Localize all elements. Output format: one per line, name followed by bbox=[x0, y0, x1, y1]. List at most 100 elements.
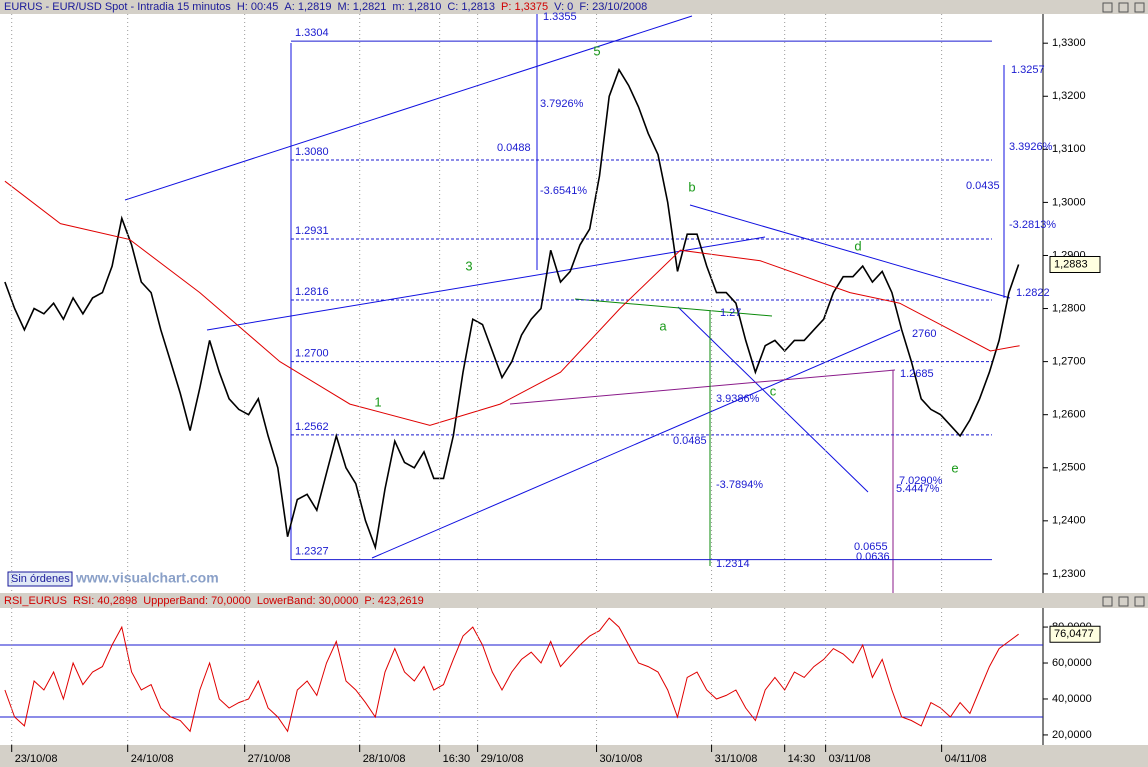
button[interactable] bbox=[1102, 596, 1113, 607]
price-axis-area bbox=[1043, 14, 1148, 593]
x-tick-label: 27/10/08 bbox=[248, 753, 291, 765]
header-item: RSI: 40,2898 bbox=[73, 595, 137, 607]
y-tick-label: 1,2400 bbox=[1052, 515, 1086, 527]
orders-label[interactable]: Sin órdenes bbox=[11, 573, 70, 585]
trend-line bbox=[124, 15, 693, 201]
fib-label: 1.2327 bbox=[295, 545, 329, 557]
header-item: F: 23/10/2008 bbox=[579, 1, 647, 13]
annotation: 0.0435 bbox=[966, 180, 1000, 192]
y-tick-label: 1,3100 bbox=[1052, 143, 1086, 155]
annotation: -3.6541% bbox=[540, 185, 587, 197]
annotation: 3.7926% bbox=[540, 98, 584, 110]
header-item: m: 1,2810 bbox=[392, 1, 441, 13]
wave-label: c bbox=[770, 383, 777, 398]
annotation: 1.2685 bbox=[900, 368, 934, 380]
y-tick-label: 1,2700 bbox=[1052, 356, 1086, 368]
button[interactable] bbox=[1102, 2, 1113, 13]
last-value-box bbox=[1049, 255, 1101, 273]
button[interactable] bbox=[1118, 596, 1129, 607]
button[interactable] bbox=[1118, 2, 1129, 13]
last-value-label: 76,0477 bbox=[1054, 628, 1094, 640]
y-tick-label: 40,0000 bbox=[1052, 693, 1092, 705]
x-tick-label: 03/11/08 bbox=[829, 753, 871, 765]
annotation: 1.2314 bbox=[716, 558, 750, 570]
header-item: V: 0 bbox=[554, 1, 573, 13]
trend-line bbox=[206, 236, 766, 331]
annotation: 1.27 bbox=[720, 307, 741, 319]
annotation: 2760 bbox=[912, 328, 936, 340]
trend-line bbox=[689, 204, 1011, 299]
last-value-box bbox=[1049, 625, 1101, 643]
y-tick-label: 60,0000 bbox=[1052, 657, 1092, 669]
fib-label: 1.3080 bbox=[295, 146, 329, 158]
header-item: H: 00:45 bbox=[237, 1, 279, 13]
fib-label: 1.3304 bbox=[295, 27, 329, 39]
wave-label: 1 bbox=[374, 394, 381, 409]
wave-label: 5 bbox=[593, 43, 600, 58]
wave-label: 3 bbox=[465, 258, 472, 273]
trend-line bbox=[371, 329, 901, 559]
trend-line bbox=[509, 369, 896, 405]
price-panel bbox=[0, 14, 1043, 593]
annotation: 1.3257 bbox=[1011, 64, 1045, 76]
site-label: www.visualchart.com bbox=[75, 570, 219, 586]
header-item: C: 1,2813 bbox=[447, 1, 495, 13]
y-tick-label: 1,3300 bbox=[1052, 37, 1086, 49]
annotation: -3.2813% bbox=[1009, 219, 1056, 231]
annotation: 1.3355 bbox=[543, 11, 577, 23]
fib-label: 1.2816 bbox=[295, 286, 329, 298]
annotation: 0.0655 bbox=[854, 541, 888, 553]
y-tick-label: 1,2800 bbox=[1052, 302, 1086, 314]
x-tick-label: 14:30 bbox=[788, 753, 816, 765]
annotation: 3.9386% bbox=[716, 393, 760, 405]
annotation: 0.0485 bbox=[673, 435, 707, 447]
header-item: A: 1,2819 bbox=[284, 1, 331, 13]
orders-box[interactable] bbox=[7, 571, 73, 587]
x-tick-label: 04/11/08 bbox=[945, 753, 987, 765]
x-tick-label: 28/10/08 bbox=[363, 753, 406, 765]
price-header: EURUS - EUR/USD Spot - Intradia 15 minut… bbox=[4, 1, 647, 13]
y-tick-label: 1,3000 bbox=[1052, 196, 1086, 208]
y-tick-label: 1,2300 bbox=[1052, 568, 1086, 580]
rsi-panel bbox=[0, 608, 1043, 745]
annotation: -3.7894% bbox=[716, 479, 763, 491]
fib-label: 1.2700 bbox=[295, 348, 329, 360]
window-buttons bbox=[1102, 2, 1145, 607]
rsi-header: RSI_EURUS RSI: 40,2898 UppperBand: 70,0000… bbox=[4, 595, 424, 607]
fib-label: 1.2562 bbox=[295, 421, 329, 433]
x-tick-label: 30/10/08 bbox=[600, 753, 643, 765]
wave-label: d bbox=[854, 238, 861, 253]
wave-label: a bbox=[659, 318, 667, 333]
x-tick-label: 23/10/08 bbox=[15, 753, 58, 765]
button[interactable] bbox=[1134, 2, 1145, 13]
header-item: P: 1,3375 bbox=[501, 1, 548, 13]
y-tick-label: 1,3200 bbox=[1052, 90, 1086, 102]
x-tick-label: 16:30 bbox=[443, 753, 471, 765]
header-item: UppperBand: 70,0000 bbox=[143, 595, 251, 607]
header-item: P: 423,2619 bbox=[364, 595, 423, 607]
rsi-line bbox=[4, 617, 1019, 733]
header-item: M: 1,2821 bbox=[338, 1, 387, 13]
annotation: 0.0636 bbox=[856, 551, 890, 563]
y-tick-label: 1,2500 bbox=[1052, 462, 1086, 474]
annotation: 7.0290% bbox=[899, 475, 943, 487]
header-item: RSI_EURUS bbox=[4, 595, 67, 607]
annotation: 3.3926% bbox=[1009, 141, 1053, 153]
header-item: LowerBand: 30,0000 bbox=[257, 595, 359, 607]
x-tick-label: 29/10/08 bbox=[481, 753, 524, 765]
fib-label: 1.2931 bbox=[295, 225, 329, 237]
trend-lines bbox=[124, 14, 1011, 593]
annotation: 1.2822 bbox=[1016, 287, 1050, 299]
wave-label: b bbox=[688, 179, 695, 194]
moving-average bbox=[4, 180, 1020, 426]
price-line bbox=[4, 67, 1020, 551]
y-tick-label: 20,0000 bbox=[1052, 729, 1092, 741]
header-item: EURUS - EUR/USD Spot - Intradia 15 minut… bbox=[4, 1, 231, 13]
last-value-label: 1,2883 bbox=[1054, 258, 1088, 270]
button[interactable] bbox=[1134, 596, 1145, 607]
wave-label: e bbox=[951, 460, 958, 475]
x-tick-label: 31/10/08 bbox=[715, 753, 758, 765]
annotation: 0.0488 bbox=[497, 142, 531, 154]
